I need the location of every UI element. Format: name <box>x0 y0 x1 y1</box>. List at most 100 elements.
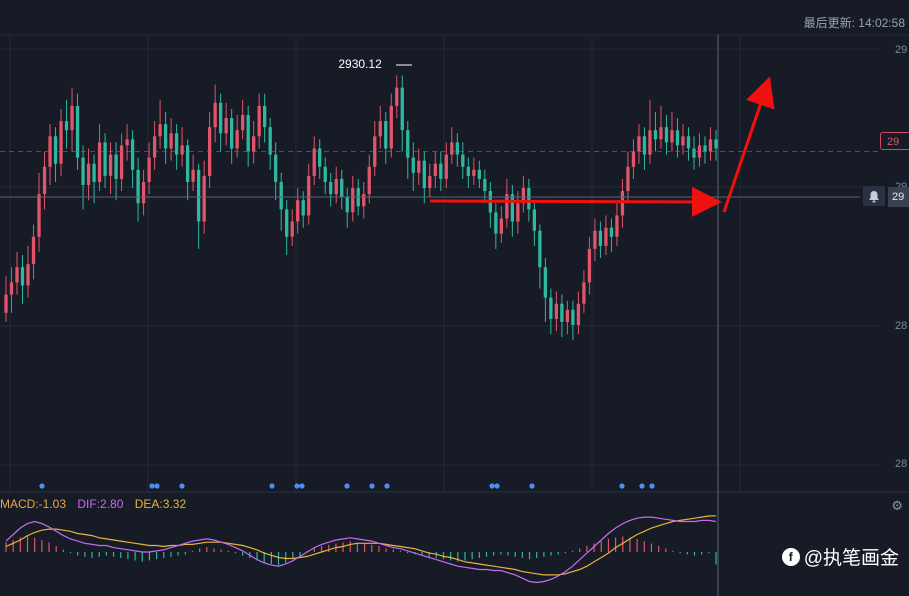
annotation-high-label: 2930.12 <box>338 57 382 71</box>
candle-body <box>637 136 641 152</box>
candle-body <box>604 227 608 246</box>
candle-body <box>532 209 537 231</box>
candle-body <box>417 160 421 173</box>
candle-body <box>158 124 162 137</box>
candle-body <box>285 209 289 237</box>
candle-body <box>185 145 190 182</box>
candle-body <box>433 163 437 176</box>
signal-dot <box>149 483 155 489</box>
candle-body <box>241 115 245 131</box>
signal-dot <box>639 483 645 489</box>
candle-body <box>505 194 509 219</box>
candle-body <box>664 127 669 143</box>
candle-body <box>367 166 371 195</box>
candle-body <box>461 154 465 167</box>
candle-body <box>455 142 459 155</box>
candle-body <box>31 236 36 265</box>
candle-body <box>92 163 96 182</box>
candle-body <box>196 169 201 222</box>
candle-body <box>626 166 630 192</box>
candle-body <box>42 166 47 195</box>
candle-body <box>675 130 680 146</box>
candle-body <box>119 145 124 179</box>
candle-body <box>174 133 179 155</box>
candle-body <box>296 200 300 222</box>
candle-body <box>543 267 548 298</box>
candle-body <box>659 127 663 140</box>
candle-body <box>230 118 234 149</box>
current-price-tag: 29 <box>888 187 909 207</box>
candle-body <box>642 136 647 155</box>
gear-icon[interactable]: ⚙ <box>891 498 903 513</box>
candle-body <box>483 178 487 192</box>
candle-body <box>631 151 636 167</box>
candle-body <box>130 139 135 170</box>
candle-body <box>697 145 702 158</box>
bell-icon <box>869 190 879 202</box>
candle-body <box>26 264 30 286</box>
signal-dot <box>489 483 495 489</box>
candle-body <box>202 175 206 222</box>
candle-body <box>340 178 344 198</box>
candle-body <box>147 157 151 182</box>
candle-body <box>587 248 592 283</box>
candle-body <box>70 105 74 131</box>
last-update-label: 最后更新: 14:02:58 <box>803 16 905 30</box>
candle-body <box>395 87 399 106</box>
signal-dot <box>619 483 625 489</box>
candle-body <box>141 181 146 204</box>
dif-value: DIF:2.80 <box>77 497 124 511</box>
candle-body <box>263 105 267 128</box>
signal-dot <box>529 483 535 489</box>
candle-body <box>53 136 58 164</box>
candle-body <box>686 136 691 149</box>
horizontal-arrow <box>429 186 722 217</box>
signal-dot <box>39 483 45 489</box>
alert-button[interactable] <box>863 186 885 206</box>
candle-body <box>81 157 85 185</box>
candle-body <box>257 105 261 137</box>
signal-dot <box>299 483 305 489</box>
watermark: f @执笔画金 <box>781 543 899 570</box>
candle-body <box>235 130 239 149</box>
watermark-text: @执笔画金 <box>803 548 899 569</box>
candle-body <box>279 181 283 210</box>
candle-body <box>692 148 696 158</box>
candle-body <box>318 148 322 167</box>
candle-body <box>466 166 470 176</box>
candle-body <box>549 297 553 319</box>
signal-dot <box>369 483 375 489</box>
candle-body <box>653 130 658 140</box>
candle-body <box>37 194 41 237</box>
candle-body <box>334 178 338 195</box>
candle-body <box>312 148 316 176</box>
signal-dot <box>649 483 655 489</box>
signal-dot <box>154 483 160 489</box>
candle-body <box>307 175 311 216</box>
candle-body <box>648 130 652 155</box>
candle-body <box>246 115 250 152</box>
candle-body <box>97 142 102 182</box>
candle-body <box>593 230 597 249</box>
dea-line <box>5 515 717 576</box>
candle-body <box>114 154 118 179</box>
candles-layer <box>4 75 718 341</box>
candle-body <box>329 181 333 195</box>
candle-body <box>20 267 25 286</box>
signal-dot <box>384 483 390 489</box>
watermark-logo-icon: f <box>781 547 800 566</box>
candle-body <box>378 121 382 137</box>
macd-legend: MACD:-1.03 DIF:2.80 DEA:3.32 <box>0 497 194 511</box>
candle-body <box>571 309 575 325</box>
macd-panel <box>5 515 717 584</box>
candle-body <box>191 169 195 182</box>
signal-dot <box>494 483 500 489</box>
candle-body <box>213 102 217 128</box>
candle-body <box>290 221 294 237</box>
candle-body <box>411 157 415 173</box>
up-arrow <box>722 76 775 213</box>
candle-body <box>576 303 581 325</box>
candle-body <box>516 203 520 222</box>
candle-body <box>444 154 448 179</box>
